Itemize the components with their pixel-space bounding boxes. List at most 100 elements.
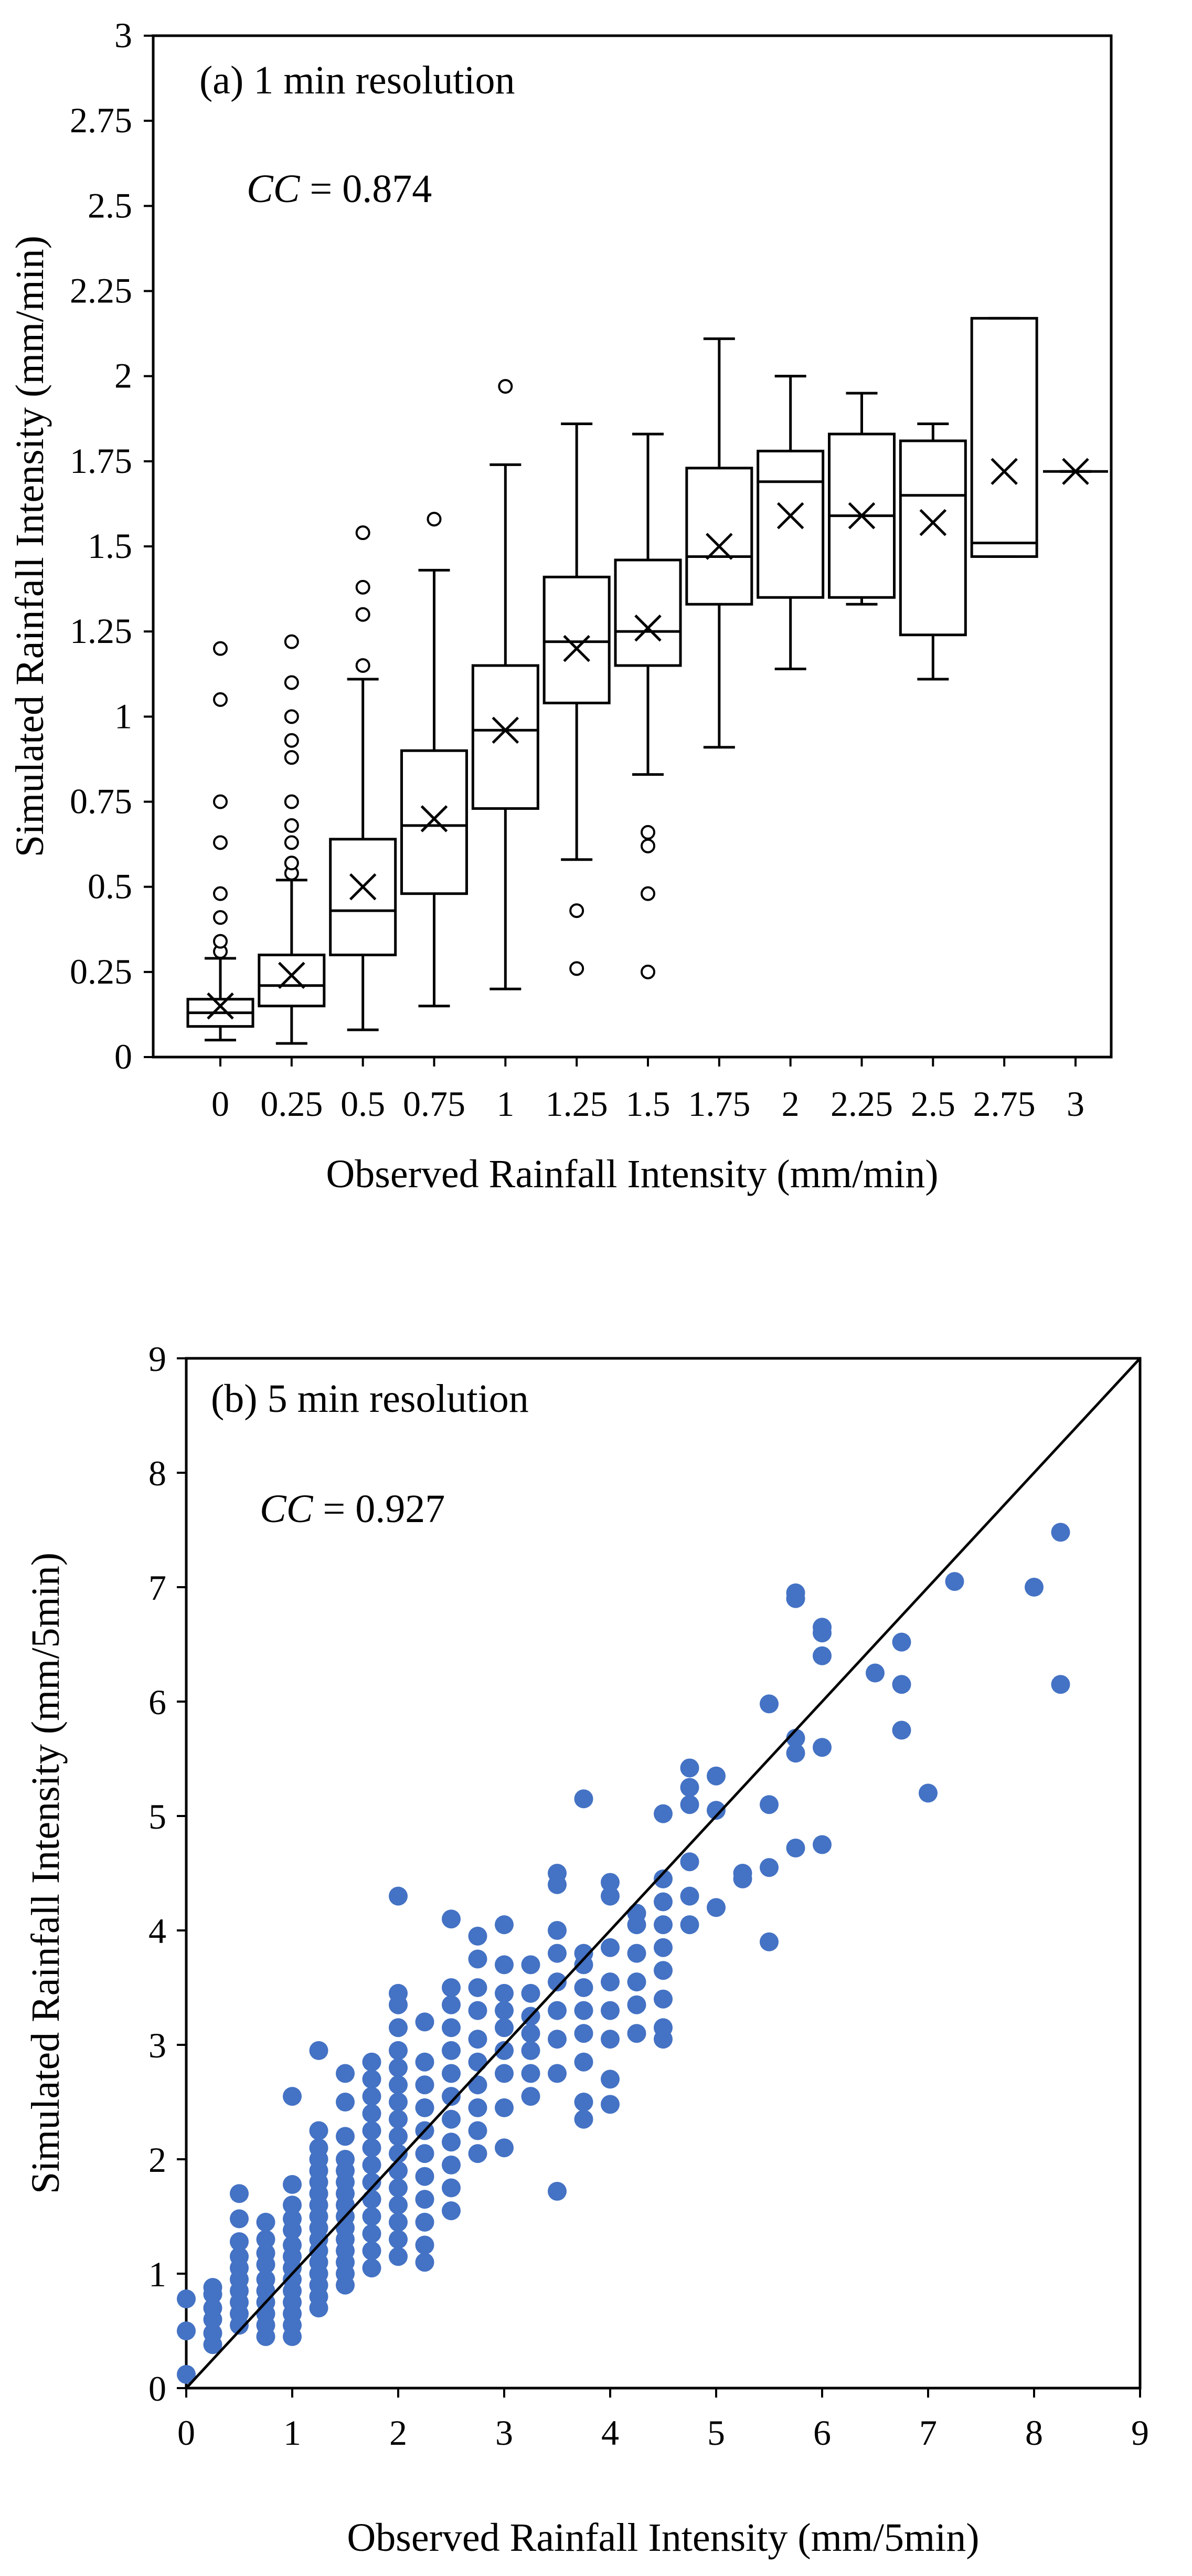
panel-a-y-tick-labels: 0 0.25 0.5 0.75 1 1.25 1.5 1.75 2 2.25 2.5 2.75 3 <box>70 15 132 1076</box>
panel-b-y-tick-label: 1 <box>148 2254 166 2294</box>
panel-b-data-point <box>309 2041 328 2060</box>
panel-b-scatter: 0 1 2 3 4 5 6 7 8 9 0 1 2 3 4 5 6 7 8 9 (b) 5 min resoluti… <box>24 1339 1149 2560</box>
panel-b-data-point <box>892 1632 911 1652</box>
panel-b-data-point <box>548 1864 567 1883</box>
panel-a-box <box>400 749 468 895</box>
panel-b-data-point <box>442 2201 461 2221</box>
panel-a-outlier <box>284 835 299 850</box>
panel-a-mean-marker <box>420 805 448 832</box>
panel-b-data-point <box>442 1909 461 1929</box>
panel-a-outlier <box>641 825 655 840</box>
panel-a-y-tick-label: 0.25 <box>70 952 132 991</box>
panel-a-mean-marker <box>776 502 804 530</box>
panel-a-box-group <box>614 432 682 979</box>
panel-b-data-point <box>362 2070 381 2089</box>
panel-b-data-point <box>442 2132 461 2152</box>
panel-b-data-point <box>919 1783 938 1803</box>
panel-a-mean-marker <box>278 962 305 989</box>
panel-b-data-point <box>442 2018 461 2037</box>
panel-b-data-point <box>389 2041 408 2060</box>
panel-b-cc-value: = 0.927 <box>313 1487 445 1531</box>
panel-b-data-point <box>362 2258 381 2278</box>
panel-a-box <box>899 439 967 637</box>
panel-b-data-point <box>177 2289 196 2308</box>
panel-a-outlier <box>213 641 228 656</box>
panel-a-y-axis-title: Simulated Rainfall Intensity (mm/min) <box>8 236 52 857</box>
panel-a-x-tick-label: 3 <box>1067 1084 1084 1124</box>
panel-b-data-point <box>786 1744 805 1763</box>
panel-b-x-tick-labels: 0 1 2 3 4 5 6 7 8 9 <box>177 2413 1149 2453</box>
panel-a-outlier <box>641 886 655 901</box>
panel-b-data-point <box>442 2178 461 2198</box>
panel-b-data-point <box>601 1873 620 1892</box>
panel-b-data-point <box>707 1898 726 1917</box>
panel-b-data-point <box>574 2001 593 2020</box>
panel-b-data-point <box>680 1778 699 1797</box>
panel-b-data-point <box>415 2144 434 2163</box>
panel-a-x-axis-title: Observed Rainfall Intensity (mm/min) <box>326 1152 938 1196</box>
panel-b-data-point <box>389 2212 408 2232</box>
panel-b-data-point <box>283 2235 302 2255</box>
panel-b-data-point <box>892 1720 911 1740</box>
panel-b-y-tick-label: 2 <box>148 2140 166 2180</box>
panel-b-data-point <box>574 2052 593 2072</box>
panel-b-x-tick-label: 7 <box>919 2413 937 2453</box>
panel-b-data-point <box>468 2098 487 2117</box>
panel-a-outlier <box>498 379 513 394</box>
panel-a-ticks <box>144 35 1077 1067</box>
panel-b-1to1-line <box>185 1357 1141 2389</box>
panel-b-data-point <box>495 2098 514 2117</box>
panel-b-data-point <box>442 2041 461 2060</box>
panel-b-data-point <box>230 2232 249 2251</box>
panel-b-frame <box>185 1357 1142 2390</box>
panel-b-data-point <box>680 1852 699 1872</box>
panel-b-data-point <box>389 2144 408 2163</box>
panel-b-data-point <box>495 2001 514 2020</box>
panel-a-mean-marker <box>991 458 1018 485</box>
panel-b-data-point <box>230 2247 249 2266</box>
panel-b-data-point <box>654 1938 673 1957</box>
panel-b-data-point <box>203 2298 222 2318</box>
panel-b-x-tick-label: 9 <box>1131 2413 1149 2453</box>
panel-a-outlier <box>284 709 299 724</box>
panel-b-data-point <box>601 2001 620 2020</box>
panel-b-data-point <box>468 2001 487 2020</box>
panel-a-mean-marker <box>207 992 234 1020</box>
panel-b-data-point <box>760 1795 779 1814</box>
panel-b-data-point <box>548 1921 567 1940</box>
panel-b-data-point <box>654 1915 673 1935</box>
panel-b-data-point <box>495 2041 514 2060</box>
panel-a-box <box>471 664 539 810</box>
panel-b-data-point <box>415 2012 434 2032</box>
panel-b-x-tick-label: 5 <box>707 2413 725 2453</box>
panel-a-y-tick-label: 0.5 <box>88 867 132 906</box>
panel-a-outlier <box>284 818 299 833</box>
panel-b-data-point <box>495 2138 514 2158</box>
panel-b-data-point <box>548 2182 567 2201</box>
panel-b-cc-symbol: CC <box>260 1487 314 1531</box>
panel-b-data-point <box>203 2278 222 2297</box>
panel-b-data-point <box>601 2095 620 2114</box>
panel-b-data-point <box>786 1583 805 1602</box>
panel-b-data-point <box>389 2161 408 2180</box>
panel-a-x-tick-label: 1.5 <box>626 1084 670 1124</box>
panel-a-mean-marker <box>706 533 733 560</box>
panel-b-data-point <box>680 1915 699 1935</box>
panel-b-data-point <box>786 1839 805 1858</box>
panel-b-data-point <box>495 1983 514 2003</box>
panel-a-label: (a) 1 min resolution <box>199 58 515 102</box>
panel-a-x-tick-label: 2 <box>782 1084 800 1124</box>
panel-b-data-point <box>760 1932 779 1951</box>
panel-a-outlier <box>569 961 584 976</box>
panel-a-outlier <box>284 794 299 809</box>
panel-b-data-point <box>468 2121 487 2140</box>
panel-a-x-tick-label: 1.75 <box>688 1084 750 1124</box>
panel-b-data-point <box>203 2324 222 2343</box>
panel-a-y-tick-label: 0.75 <box>70 782 132 821</box>
panel-b-x-tick-label: 2 <box>389 2413 407 2453</box>
panel-b-data-point <box>389 2178 408 2198</box>
panel-b-data-point <box>495 2064 514 2083</box>
panel-b-data-point <box>336 2064 355 2083</box>
panel-b-data-point <box>468 2144 487 2163</box>
panel-b-data-point <box>177 2364 196 2384</box>
